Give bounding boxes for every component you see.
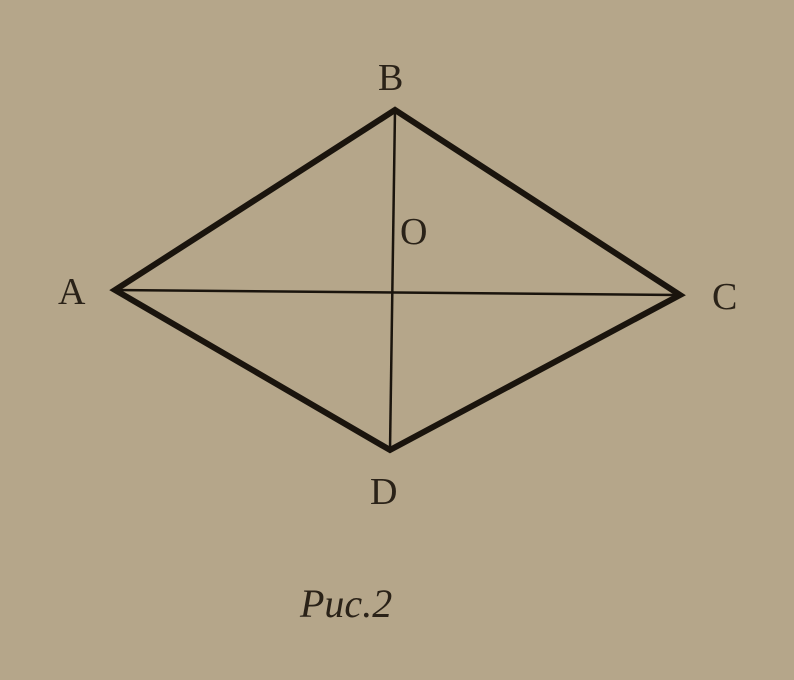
center-label-o: O — [400, 210, 427, 254]
figure-caption: Рис.2 — [300, 580, 392, 627]
vertex-label-d: D — [370, 470, 397, 514]
vertex-label-c: C — [712, 275, 737, 319]
rhombus-svg — [0, 0, 794, 680]
rhombus-outline — [115, 110, 680, 450]
diagonal-ac — [115, 290, 680, 295]
diagonal-bd — [390, 110, 395, 450]
vertex-label-a: A — [58, 270, 85, 314]
vertex-label-b: B — [378, 56, 403, 100]
diagram-canvas: A B C D O Рис.2 — [0, 0, 794, 680]
